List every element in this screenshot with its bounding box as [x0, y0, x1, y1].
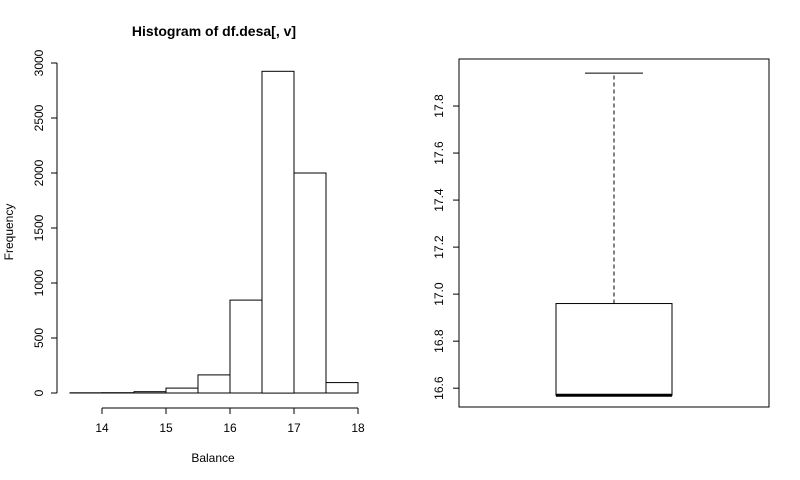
boxplot-y-tick-label: 17.2 — [432, 235, 446, 259]
histogram-y-tick-label: 2500 — [32, 104, 46, 131]
histogram-y-tick-label: 0 — [32, 389, 46, 396]
histogram-bar — [325, 382, 359, 394]
histogram-x-axis: 14 15 16 17 18 — [95, 407, 365, 435]
boxplot-box — [555, 303, 673, 396]
histogram-bar — [261, 70, 295, 394]
boxplot-y-axis: 16.6 16.8 17.0 17.2 17.4 17.6 17.8 — [432, 94, 460, 400]
boxplot-y-tick-label: 17.4 — [432, 188, 446, 212]
histogram-x-tick-label: 14 — [95, 421, 109, 435]
histogram-bar — [133, 391, 167, 394]
boxplot-y-tick-label: 17.6 — [432, 141, 446, 165]
histogram-y-tick-label: 500 — [32, 328, 46, 348]
histogram-x-tick-label: 18 — [351, 421, 365, 435]
boxplot-panel: 16.6 16.8 17.0 17.2 17.4 17.6 17.8 — [432, 58, 770, 408]
boxplot-marks — [555, 72, 673, 397]
boxplot-y-tick-label: 16.6 — [432, 376, 446, 400]
histogram-y-axis-label: Frequency — [2, 204, 16, 261]
boxplot-y-tick-label: 17.8 — [432, 94, 446, 118]
histogram-x-tick-label: 16 — [223, 421, 237, 435]
histogram-y-tick-label: 1000 — [32, 269, 46, 296]
histogram-bar — [197, 374, 231, 394]
boxplot-y-tick-label: 17.0 — [432, 282, 446, 306]
histogram-bar — [293, 172, 327, 394]
histogram-x-tick-label: 15 — [159, 421, 173, 435]
histogram-bar — [165, 387, 199, 394]
histogram-y-tick-label: 3000 — [32, 49, 46, 76]
histogram-x-axis-label: Balance — [191, 451, 235, 465]
histogram-y-tick-label: 2000 — [32, 159, 46, 186]
boxplot-y-tick-label: 16.8 — [432, 329, 446, 353]
histogram-bars — [69, 70, 359, 394]
histogram-bar — [229, 299, 263, 394]
histogram-title: Histogram of df.desa[, v] — [132, 23, 296, 39]
histogram-panel: Histogram of df.desa[, v] Balance Freque… — [2, 23, 365, 465]
histogram-y-axis: 0 500 1000 1500 2000 2500 3000 — [32, 49, 58, 396]
histogram-x-tick-label: 17 — [287, 421, 301, 435]
histogram-y-tick-label: 1500 — [32, 214, 46, 241]
